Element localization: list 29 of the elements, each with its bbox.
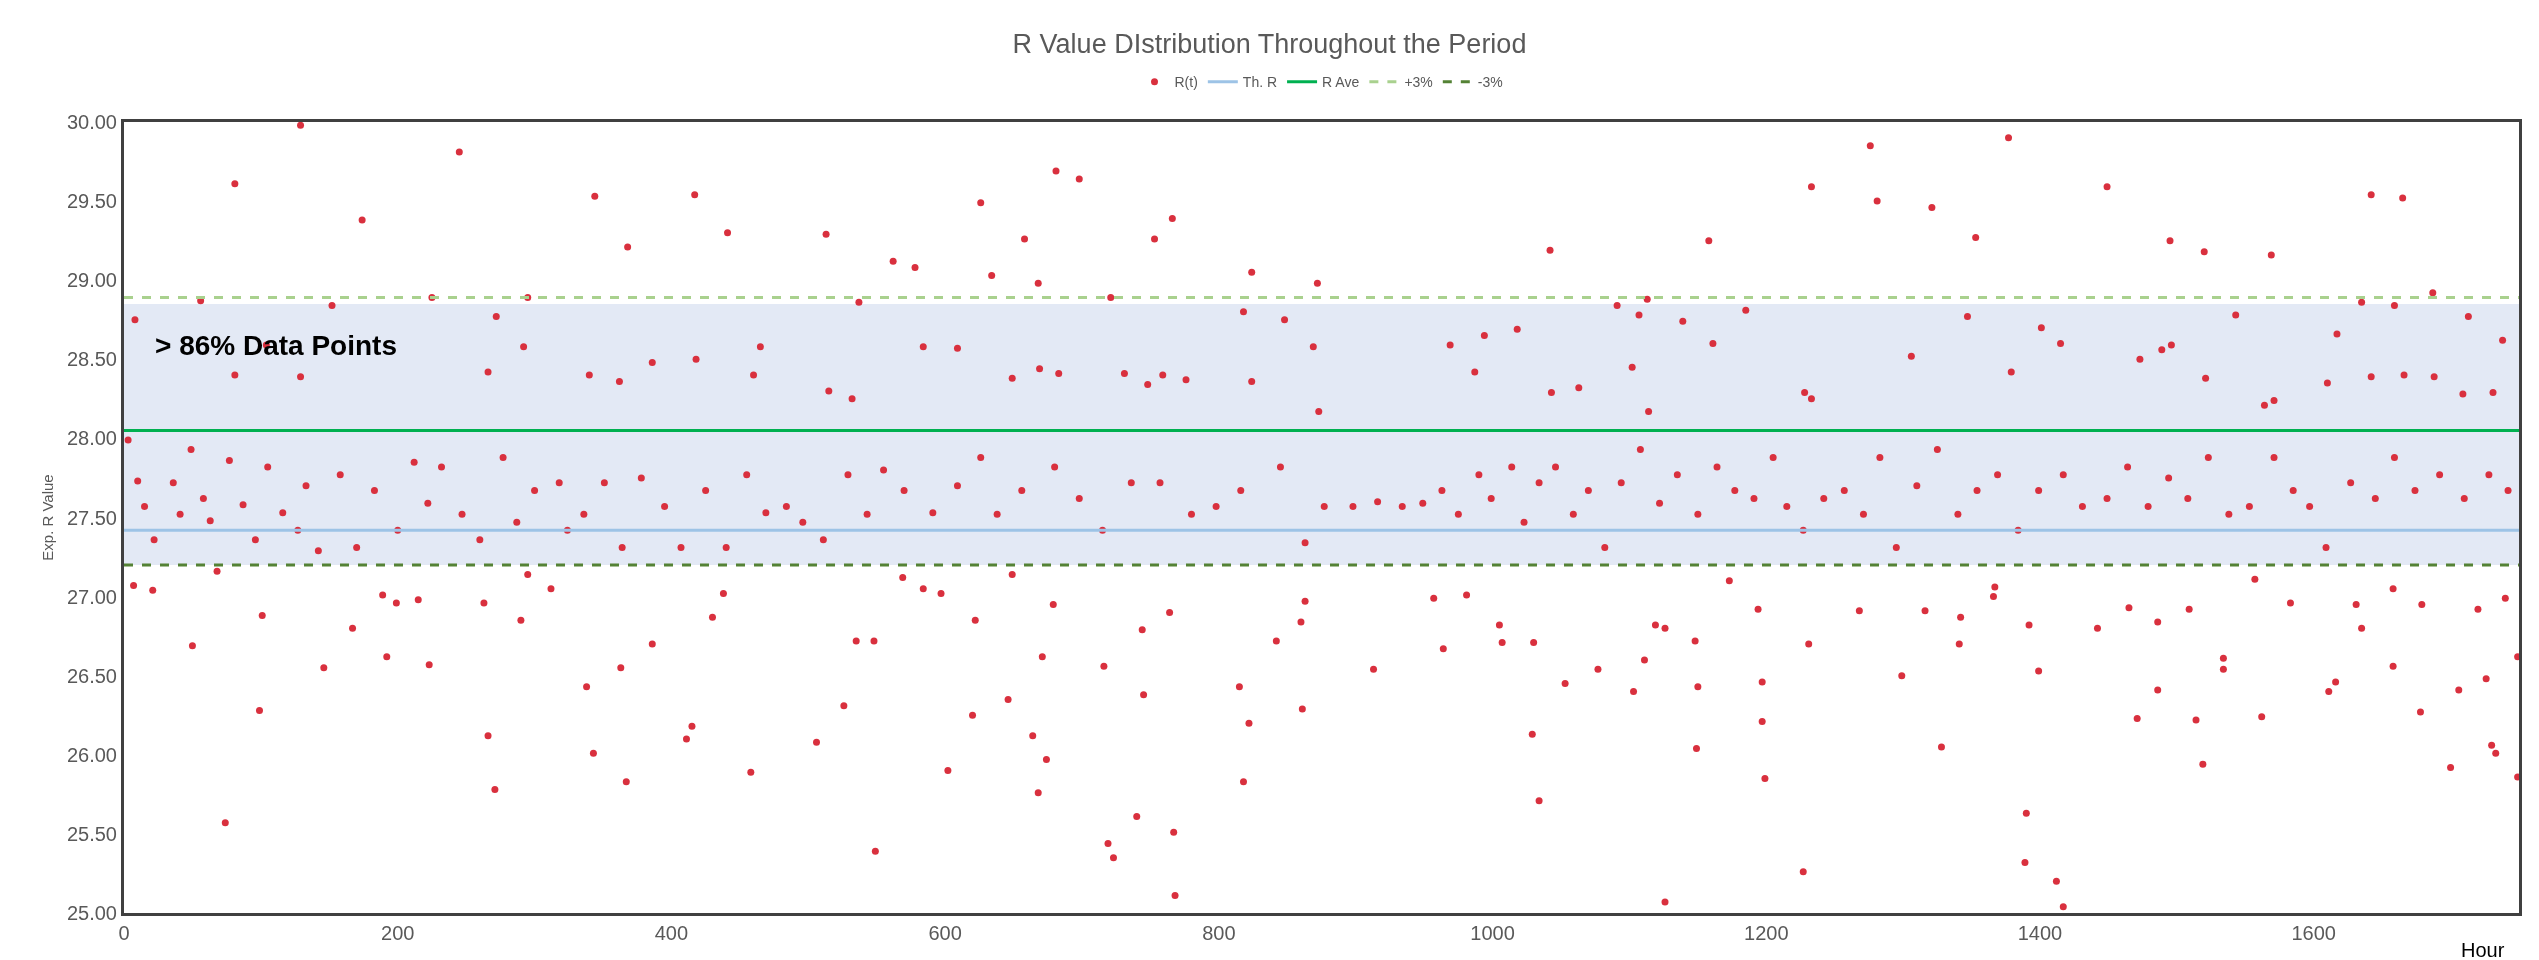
x-tick-label: 200 [381, 922, 415, 944]
legend-label: Th. R [1242, 74, 1278, 91]
legend-label: R(t) [1174, 74, 1198, 91]
y-tick-label: 29.50 [66, 190, 117, 213]
x-tick-label: 1200 [1744, 922, 1789, 944]
y-tick-label: 25.50 [66, 822, 117, 845]
x-tick-label: 1000 [1470, 922, 1515, 944]
y-tick-label: 27.50 [66, 506, 117, 529]
band-label: > 86% Data Points [155, 330, 397, 361]
y-tick-label: 28.00 [66, 427, 117, 450]
x-tick-label: 600 [928, 922, 962, 944]
x-tick-label: 0 [118, 922, 130, 944]
legend-label: -3% [1477, 74, 1503, 91]
chart-title: R Value DIstribution Throughout the Period [1012, 28, 1527, 59]
y-axis-title: Exp. R Value [39, 474, 57, 561]
y-tick-label: 29.00 [66, 269, 117, 292]
y-tick-label: 30.00 [66, 111, 117, 133]
y-tick-label: 25.00 [66, 902, 117, 924]
y-tick-label: 26.00 [66, 743, 117, 766]
y-tick-label: 27.00 [66, 585, 117, 608]
legend-label: R Ave [1322, 74, 1360, 91]
y-tick-label: 26.50 [66, 664, 117, 687]
legend-label: +3% [1404, 74, 1433, 91]
x-tick-label: 1600 [2291, 922, 2336, 944]
x-axis-title: Hour [2461, 939, 2505, 960]
x-tick-label: 1400 [2017, 922, 2063, 944]
y-tick-label: 28.50 [66, 348, 117, 371]
x-tick-label: 800 [1202, 922, 1236, 944]
x-tick-label: 400 [654, 922, 689, 944]
